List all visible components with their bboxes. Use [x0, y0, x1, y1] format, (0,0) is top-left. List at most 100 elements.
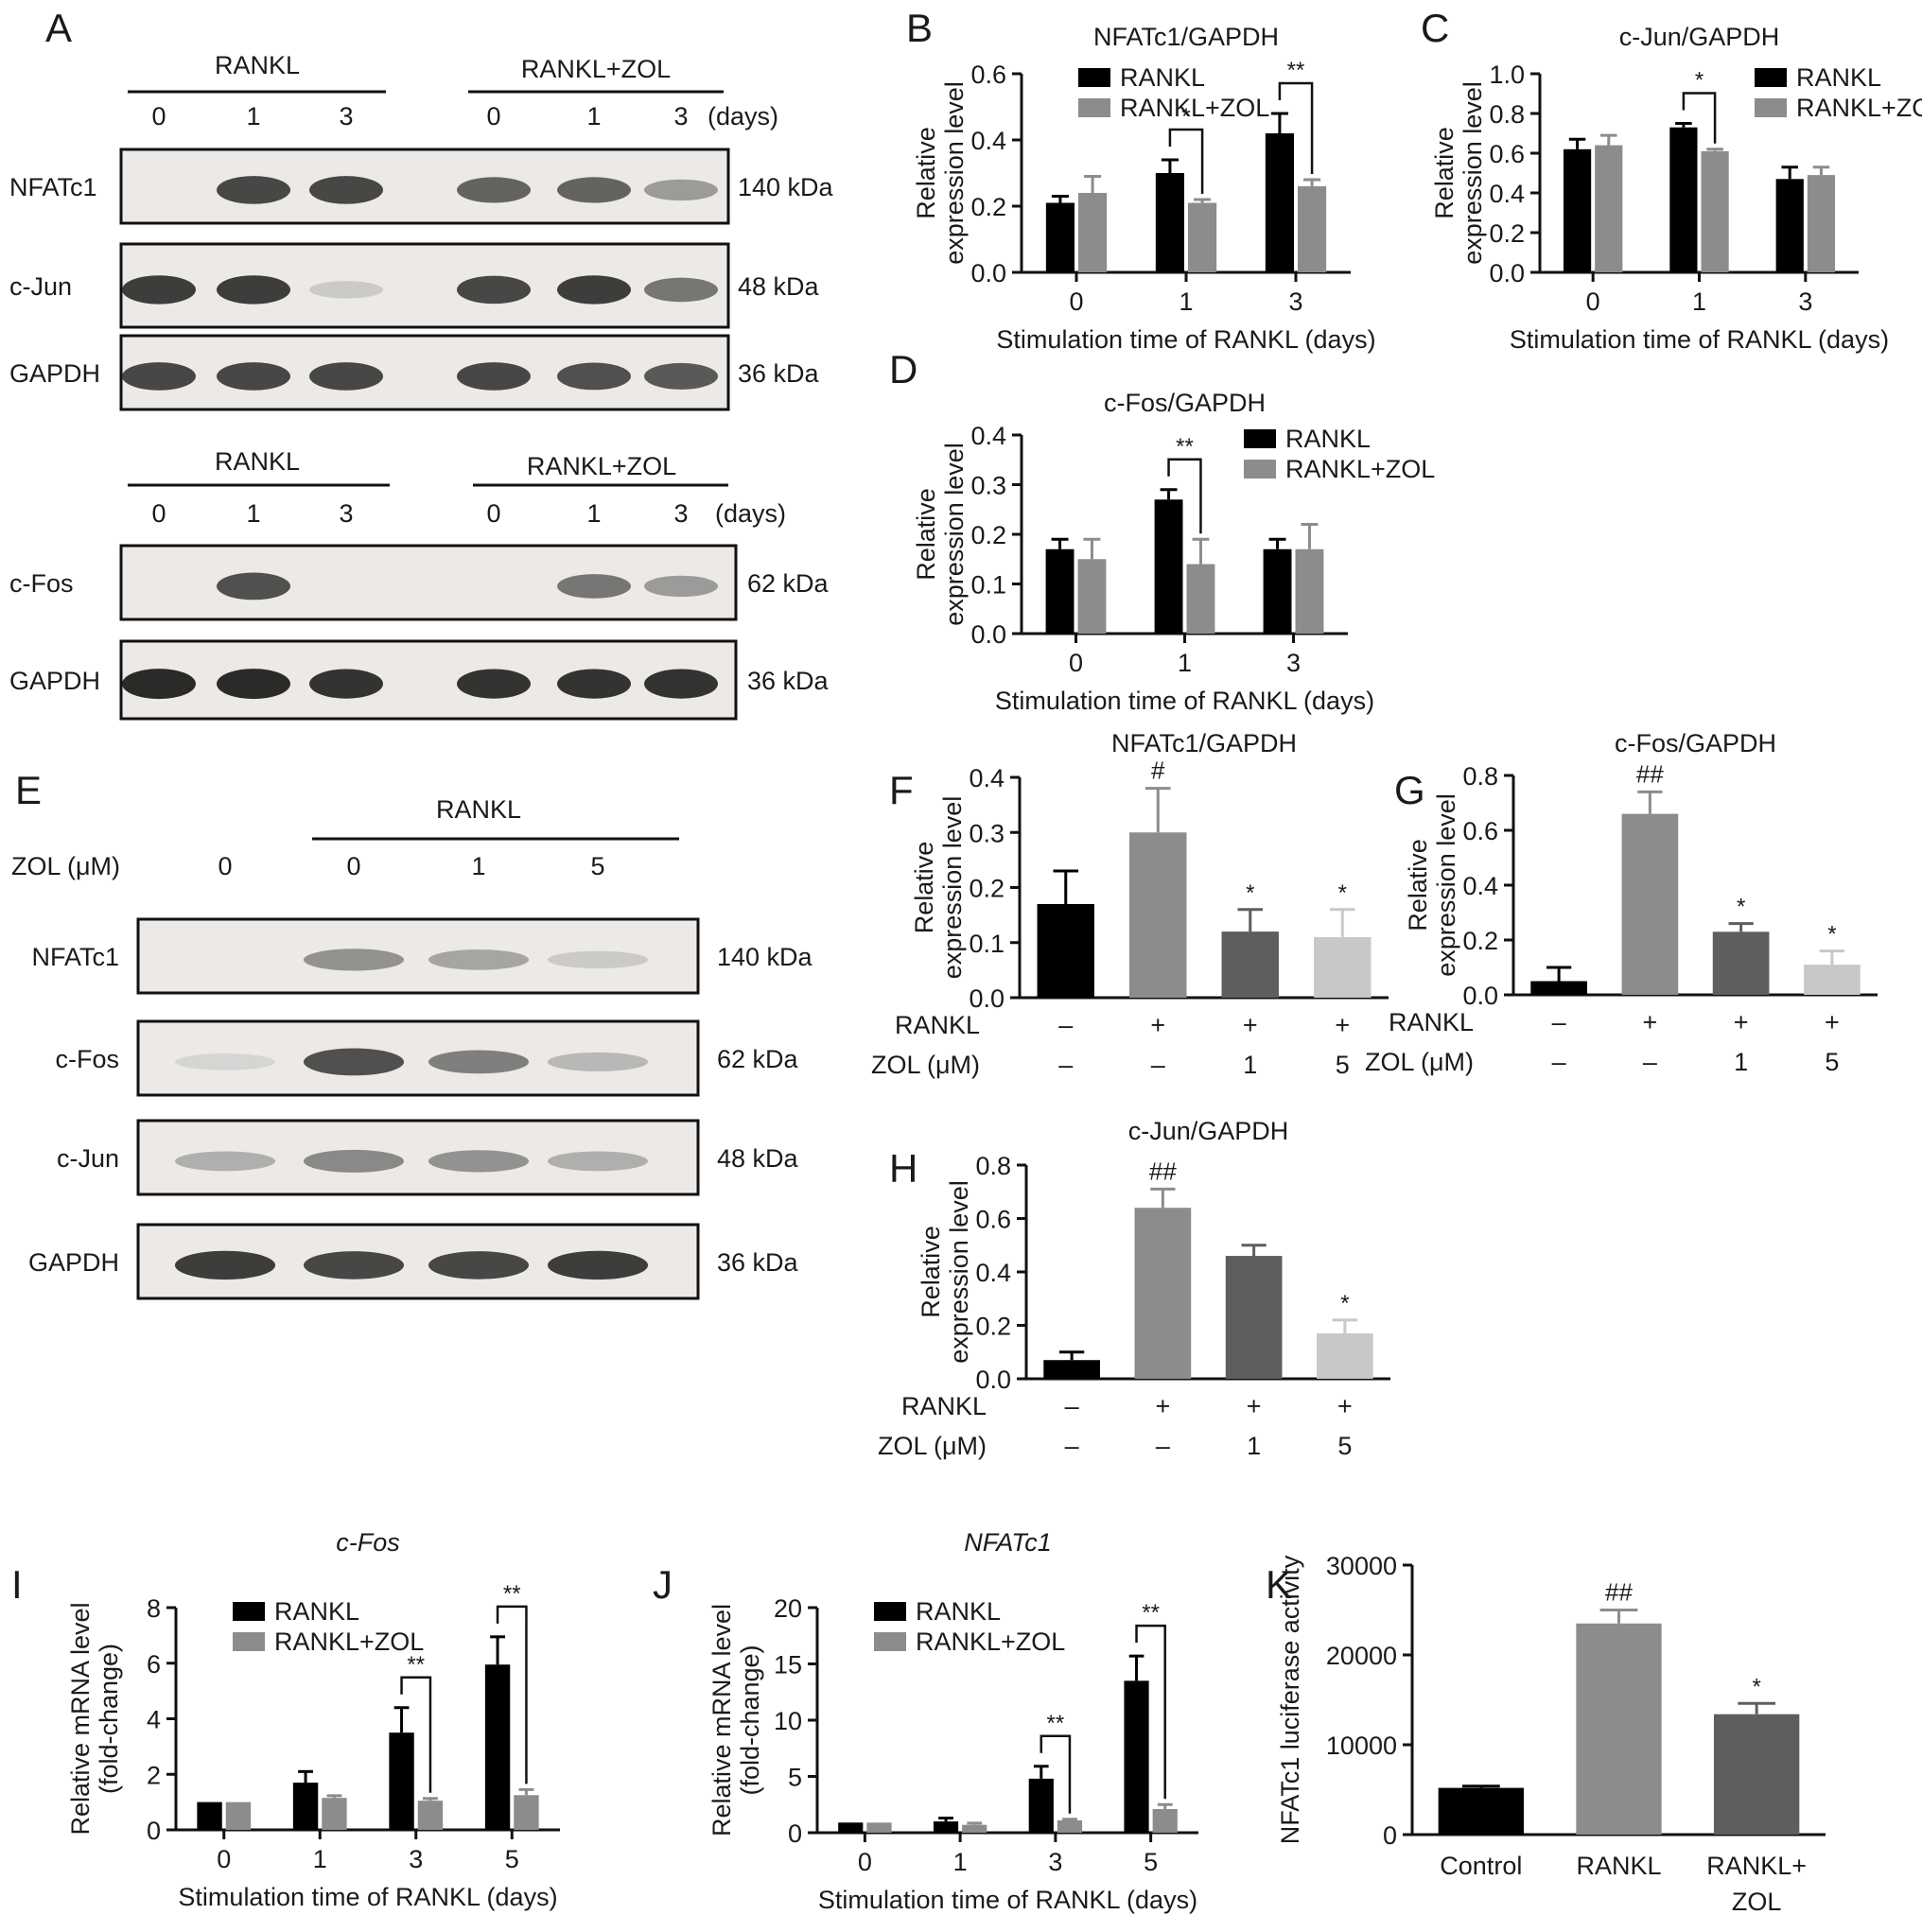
y-tick-label: 0.6: [1462, 817, 1498, 845]
blot-a-row-box: [119, 148, 730, 225]
significance-mark: ##: [1149, 1157, 1177, 1185]
blot-a-row-label: NFATc1: [9, 173, 97, 201]
y-tick-label: 15: [774, 1651, 802, 1680]
x-tick-label: 3: [1288, 287, 1302, 316]
y-tick-label: 0.4: [969, 764, 1005, 792]
legend-label: RANKL: [1796, 63, 1881, 92]
blot-e-row-band: [303, 1251, 405, 1279]
blot-e-row-band: [428, 949, 530, 970]
chart-title: NFATc1/GAPDH: [1111, 729, 1297, 757]
blot-a-kda-label: 140 kDa: [738, 173, 834, 201]
legend-swatch: [1755, 98, 1787, 117]
blot-a-row-band: [644, 669, 718, 699]
blot-a-row-band: [457, 362, 531, 391]
blot-e-row-band: [174, 1151, 276, 1172]
blot-e-row-label: c-Fos: [56, 1045, 120, 1073]
y-axis-label: Relative mRNA level: [708, 1604, 736, 1836]
chart-B: 0.0 0.2 0.4 0.6 Relative expression level NFAT…: [912, 23, 1376, 354]
x-tick-label: Control: [1440, 1852, 1522, 1880]
y-axis-label: expression level: [945, 1180, 973, 1364]
panel-letter-B: B: [906, 6, 933, 50]
bar: [417, 1801, 444, 1830]
condition-value: +: [1337, 1392, 1353, 1420]
bar: [933, 1821, 959, 1833]
legend-label: RANKL+ZOL: [1120, 94, 1269, 122]
panel-letter-G: G: [1394, 768, 1425, 812]
x-tick-label: 5: [505, 1845, 519, 1873]
x-axis-label: Stimulation time of RANKL (days): [996, 325, 1375, 354]
legend-swatch: [1078, 98, 1110, 117]
y-tick-label: 0.4: [1462, 872, 1498, 900]
bar: [389, 1732, 414, 1830]
blot-a-row-band: [217, 362, 290, 391]
bar: [1701, 150, 1729, 272]
blot-a-row-band: [309, 281, 383, 299]
significance-mark: **: [1176, 434, 1194, 460]
bar: [1037, 903, 1094, 998]
chart-K: 0 10000 20000 30000 NFATc1 luciferase activi…: [1276, 1552, 1826, 1916]
bar: [1134, 1208, 1192, 1379]
condition-value: 5: [1337, 1432, 1352, 1460]
condition-value: +: [1642, 1008, 1657, 1036]
condition-value: 5: [1825, 1048, 1839, 1076]
y-tick-label: 0.6: [1489, 140, 1525, 168]
blot-a-lane-label: 1: [246, 102, 260, 131]
condition-value: 1: [1247, 1432, 1261, 1460]
chart-title: c-Jun/GAPDH: [1128, 1117, 1289, 1145]
blot-a-days-unit: (days): [708, 102, 778, 131]
legend-label: RANKL+ZOL: [916, 1627, 1065, 1656]
bar: [1225, 1256, 1283, 1379]
blot-a-row-band: [122, 362, 196, 391]
chart-title: c-Fos: [336, 1528, 400, 1557]
legend-label: RANKL+ZOL: [1285, 455, 1435, 483]
legend-label: RANKL: [916, 1597, 1001, 1626]
blot-e-row-band: [547, 1052, 649, 1071]
condition-value: +: [1335, 1011, 1350, 1039]
condition-value: –: [1643, 1048, 1657, 1076]
y-tick-label: 0.2: [975, 1313, 1011, 1341]
x-axis-label: Stimulation time of RANKL (days): [995, 687, 1374, 715]
blot-e-row-band: [428, 1150, 530, 1173]
y-tick-label: 6: [147, 1650, 161, 1679]
blot-a-row-band: [557, 362, 631, 391]
blot-e-row-band: [428, 1251, 530, 1279]
y-tick-label: 0.0: [1489, 259, 1525, 287]
x-tick-label: 0: [1069, 649, 1083, 677]
chart-H: 0.0 0.2 0.4 0.6 0.8 Relative expression level c…: [878, 1117, 1390, 1460]
x-tick-label: 3: [1048, 1848, 1062, 1876]
bar: [1298, 186, 1327, 272]
y-axis-label: Relative: [910, 842, 938, 934]
y-tick-label: 0.8: [1489, 100, 1525, 129]
blot-e-lane-label: 0: [346, 852, 360, 880]
chart-title: c-Jun/GAPDH: [1619, 23, 1780, 51]
panel-letter-I: I: [11, 1562, 23, 1607]
significance-mark: **: [503, 1581, 521, 1607]
blot-a-lane-label: 3: [673, 499, 688, 528]
blot-a-days-unit: (days): [715, 499, 786, 528]
blot-a-lane-label: 0: [486, 499, 500, 528]
blot-a-row-band: [557, 177, 631, 203]
blot-a-row-band: [309, 176, 383, 204]
bar: [1714, 1714, 1800, 1835]
y-tick-label: 0.8: [975, 1152, 1011, 1180]
legend-swatch: [874, 1632, 906, 1651]
significance-mark: **: [1287, 58, 1305, 83]
legend-label: RANKL+ZOL: [1796, 94, 1922, 122]
significance-mark: *: [1695, 68, 1704, 94]
y-tick-label: 0.4: [970, 127, 1006, 155]
blot-e-row-label: GAPDH: [28, 1248, 119, 1277]
chart-D: 0.0 0.1 0.2 0.3 0.4 Relative expression level c…: [912, 389, 1435, 715]
significance-mark: #: [1151, 757, 1165, 785]
condition-label: RANKL: [895, 1011, 980, 1039]
significance-mark: *: [1246, 880, 1254, 906]
y-tick-label: 0.2: [970, 521, 1006, 549]
y-tick-label: 1.0: [1489, 61, 1525, 89]
bar: [1043, 1360, 1100, 1379]
chart-title: c-Fos/GAPDH: [1615, 729, 1776, 757]
bar: [1057, 1819, 1083, 1833]
chart-title: NFATc1: [964, 1528, 1052, 1557]
blot-a-lane-label: 1: [586, 102, 601, 131]
bar: [1295, 548, 1324, 634]
significance-mark: *: [1338, 880, 1347, 906]
